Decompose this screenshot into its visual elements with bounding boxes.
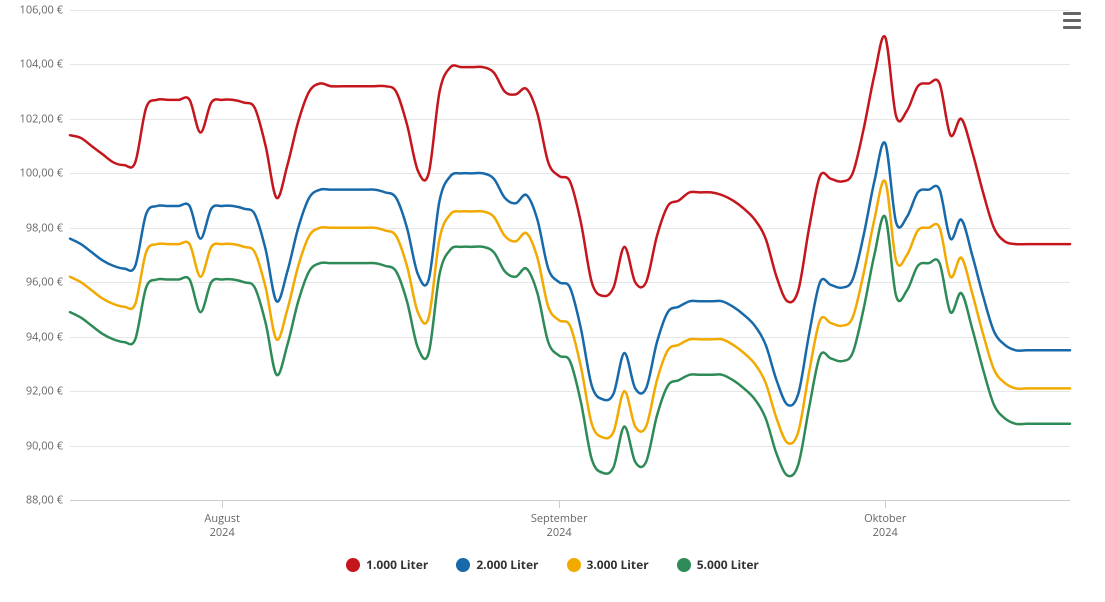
chart-lines — [70, 10, 1070, 500]
legend-label: 1.000 Liter — [366, 556, 428, 573]
series-line[interactable] — [70, 216, 1070, 476]
x-tick-label: August2024 — [204, 512, 240, 541]
y-tick-label: 106,00 € — [20, 3, 63, 18]
series-line[interactable] — [70, 36, 1070, 302]
legend-item[interactable]: 1.000 Liter — [346, 556, 428, 573]
legend-swatch — [456, 558, 470, 572]
x-axis-line — [70, 500, 1070, 501]
y-tick-label: 90,00 € — [26, 438, 63, 453]
y-tick-label: 94,00 € — [26, 329, 63, 344]
legend-swatch — [346, 558, 360, 572]
legend-label: 2.000 Liter — [476, 556, 538, 573]
legend-swatch — [567, 558, 581, 572]
legend-item[interactable]: 2.000 Liter — [456, 556, 538, 573]
x-tick — [559, 500, 560, 508]
chart-legend: 1.000 Liter 2.000 Liter 3.000 Liter 5.000 L… — [0, 556, 1105, 573]
legend-label: 5.000 Liter — [697, 556, 759, 573]
x-tick — [222, 500, 223, 508]
y-tick-label: 100,00 € — [20, 166, 63, 181]
series-line[interactable] — [70, 180, 1070, 443]
y-tick-label: 92,00 € — [26, 384, 63, 399]
x-tick-label: Oktober2024 — [864, 512, 906, 541]
y-tick-label: 98,00 € — [26, 220, 63, 235]
y-tick-label: 102,00 € — [20, 111, 63, 126]
price-line-chart: 88,00 € 90,00 € 92,00 € 94,00 € 96,00 € 98,00… — [0, 0, 1105, 602]
legend-swatch — [677, 558, 691, 572]
legend-item[interactable]: 3.000 Liter — [567, 556, 649, 573]
legend-label: 3.000 Liter — [587, 556, 649, 573]
y-tick-label: 88,00 € — [26, 493, 63, 508]
x-tick — [885, 500, 886, 508]
y-tick-label: 104,00 € — [20, 57, 63, 72]
y-tick-label: 96,00 € — [26, 275, 63, 290]
x-tick-label: September2024 — [531, 512, 588, 541]
legend-item[interactable]: 5.000 Liter — [677, 556, 759, 573]
